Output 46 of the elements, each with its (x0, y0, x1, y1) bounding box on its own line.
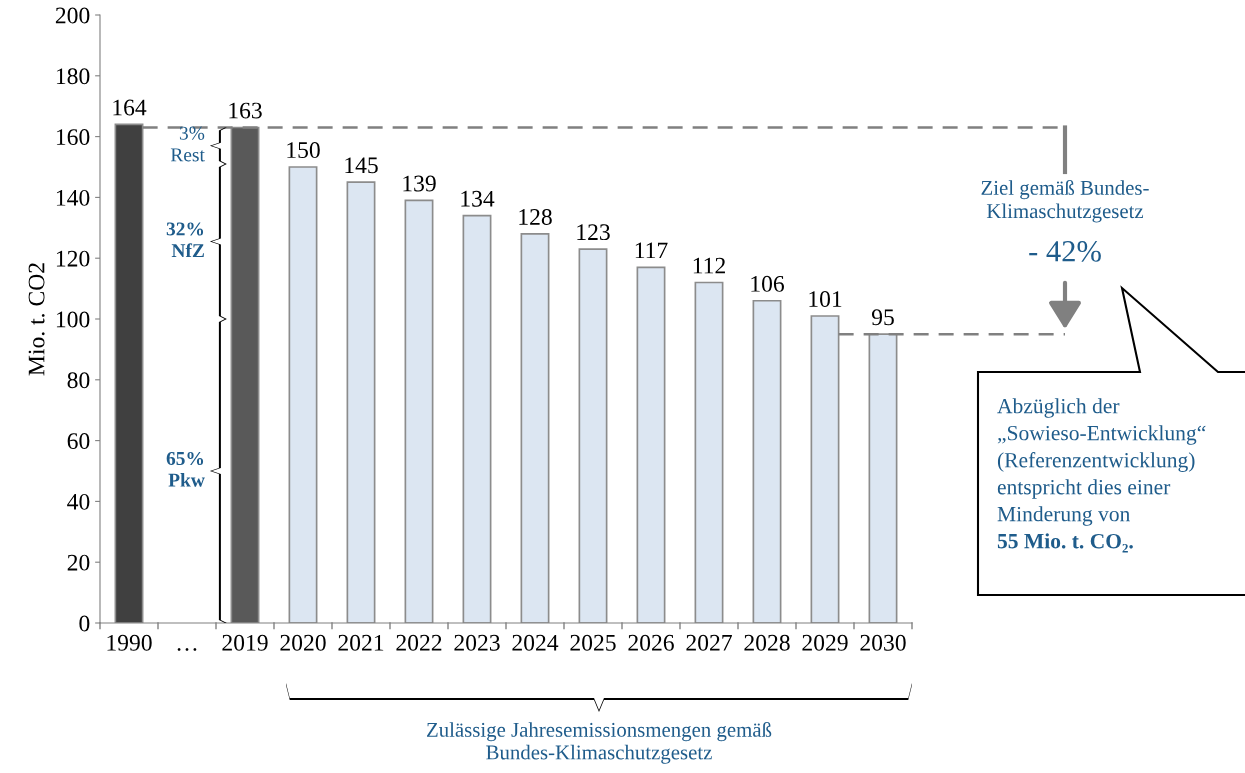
x-tick-label: 2022 (396, 634, 442, 651)
data-label: 164 (113, 99, 147, 116)
data-label: 112 (693, 257, 725, 274)
y-axis-title: Mio. t. CO2 (28, 263, 45, 376)
data-label: 106 (751, 275, 784, 292)
x-tick-label: 2021 (338, 634, 384, 651)
y-tick-label: 200 (55, 7, 90, 24)
text: Abzüglich der „Sowieso-Entwicklung“ (Referenzentwicklung) entspricht dies einer Minderung von 55 Mio. t. CO₂. (997, 398, 1206, 553)
y-tick-label: 140 (56, 189, 90, 206)
y-tick-label: 20 (67, 554, 90, 571)
y-tick-label: 80 (67, 372, 90, 389)
data-label: 145 (345, 157, 378, 174)
data-label: 117 (635, 242, 668, 259)
x-tick-label: … (177, 648, 197, 651)
data-label: 150 (287, 142, 320, 159)
x-tick-label: 2024 (512, 634, 559, 651)
data-label: 101 (809, 291, 842, 307)
x-tick-label: 2019 (222, 634, 268, 651)
y-tick-label: 160 (56, 129, 90, 146)
x-tick-label: 2030 (860, 634, 906, 651)
x-tick-label: 1990 (107, 634, 152, 651)
x-tick-label: 2026 (628, 634, 674, 651)
y-tick-label: 0 (79, 615, 90, 632)
x-tick-label: 2023 (454, 634, 500, 651)
data-label: 134 (461, 190, 495, 207)
data-label: 163 (229, 102, 262, 119)
text: Zulässige Jahresemissionsmengen gemäß Bundes-Klimaschutzgesetz (426, 722, 772, 764)
x-tick-label: 2025 (570, 634, 616, 651)
data-label: 123 (577, 224, 610, 241)
annotation: 65% Pkw (166, 451, 205, 487)
data-label: 139 (403, 175, 436, 192)
x-tick-label: 2027 (686, 634, 732, 651)
x-tick-label: 2020 (280, 634, 326, 651)
annotation: 32% NfZ (166, 222, 204, 257)
y-tick-label: 180 (56, 68, 90, 85)
y-tick-label: 60 (67, 433, 90, 450)
x-tick-label: 2029 (802, 634, 848, 651)
data-label: 95 (871, 309, 894, 326)
y-tick-label: 100 (56, 311, 90, 328)
x-tick-label: 2028 (744, 634, 790, 651)
y-tick-label: 40 (67, 493, 90, 510)
annotation: 3% Rest (170, 126, 205, 162)
text: - 42% (1029, 241, 1101, 262)
data-label: 128 (519, 208, 552, 225)
y-tick-label: 120 (56, 250, 90, 267)
text: Ziel gemäß Bundes- Klimaschutzgesetz (981, 180, 1149, 223)
